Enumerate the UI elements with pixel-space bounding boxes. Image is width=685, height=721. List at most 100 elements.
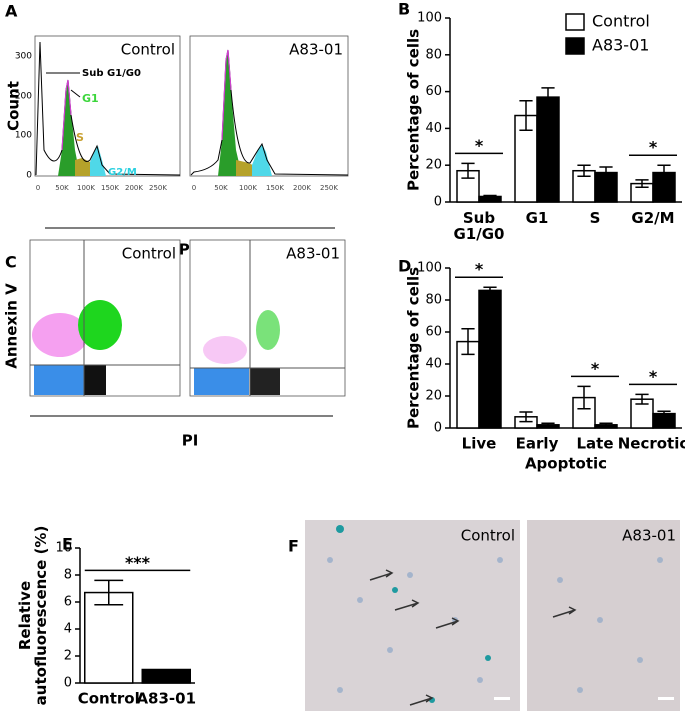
y-tick-label: 200 xyxy=(15,92,32,102)
sample-label: Control xyxy=(122,245,176,263)
x-tick-label: 100K xyxy=(77,184,95,192)
error-bar xyxy=(461,162,475,179)
x-tick-label: 150K xyxy=(266,184,284,192)
shape xyxy=(577,687,583,693)
y-tick-label: 100 xyxy=(15,131,32,141)
x-tick-label: 200K xyxy=(125,184,143,192)
axis-ticks: 0 100 200 300 0 50K 100K 150K 200K 250K 0 50K 100K 15… xyxy=(15,52,339,193)
y-axis-label: Annexin V xyxy=(3,283,21,369)
y-tick-label: 80 xyxy=(425,47,442,62)
cell-cloud xyxy=(84,365,106,395)
cell-cloud xyxy=(256,310,280,350)
shape xyxy=(597,617,603,623)
x-tick-label: 250K xyxy=(149,184,167,192)
x-tick-label: 150K xyxy=(101,184,119,192)
significance-label: * xyxy=(649,138,658,157)
error-bar xyxy=(635,179,649,189)
x-tick-label: G1 xyxy=(526,209,549,227)
micrograph xyxy=(527,520,680,711)
shape xyxy=(557,577,563,583)
panel-label: C xyxy=(5,253,17,272)
x-tick-label: S xyxy=(590,209,601,227)
legend-swatch xyxy=(565,37,585,55)
x-tick-label: Late xyxy=(576,435,613,453)
y-axis-label: Count xyxy=(5,81,23,131)
y-tick-label: 0 xyxy=(64,676,72,691)
shape xyxy=(392,587,398,593)
shape xyxy=(327,557,333,563)
x-tick-label: G2/M xyxy=(631,209,674,227)
y-tick-label: 0 xyxy=(434,195,442,210)
sample-label: A83-01 xyxy=(289,41,343,59)
shape xyxy=(552,606,577,618)
x-tick-label: Live xyxy=(462,435,497,453)
bar xyxy=(478,289,502,429)
x-axis-label: PI xyxy=(182,432,199,450)
error-bar xyxy=(94,579,124,606)
y-tick-label: 20 xyxy=(425,389,442,404)
cell-cloud xyxy=(203,336,247,364)
histogram-curve xyxy=(190,49,349,176)
x-tick-label: Sub G1/G0 xyxy=(454,209,505,243)
text-line: Sub xyxy=(463,209,495,227)
g2m-fill xyxy=(252,144,272,176)
y-tick-label: 40 xyxy=(425,121,442,136)
cell-cloud xyxy=(250,368,280,395)
sample-label: Control xyxy=(121,41,175,59)
shape xyxy=(357,597,363,603)
y-tick-label: 40 xyxy=(425,357,442,372)
text-line: G1 xyxy=(526,209,549,227)
s-fill xyxy=(75,158,94,176)
error-bar xyxy=(635,393,649,405)
text-line: autofluorescence (%) xyxy=(32,526,50,706)
shape xyxy=(394,599,420,611)
sample-label: A83-01 xyxy=(286,245,340,263)
y-axis-label: Percentage of cells xyxy=(405,29,423,191)
y-tick-label: 100 xyxy=(417,11,442,26)
x-tick-label: 0 xyxy=(192,184,196,192)
s-fill xyxy=(236,160,256,176)
phase-label: G2/M xyxy=(108,167,137,178)
error-bar xyxy=(599,422,613,428)
error-bar xyxy=(541,422,555,428)
sample-label: A83-01 xyxy=(622,527,676,545)
cell-texture xyxy=(327,557,663,693)
histogram-curve xyxy=(35,41,181,176)
text-line: S xyxy=(590,209,601,227)
shape xyxy=(497,557,503,563)
y-axis-label: Percentage of cells xyxy=(405,267,423,429)
y-tick-label: 80 xyxy=(425,293,442,308)
y-tick-label: 2 xyxy=(64,649,72,664)
y-tick-label: 8 xyxy=(64,568,72,583)
panel-label: A xyxy=(5,2,18,21)
panel-label: B xyxy=(398,0,410,19)
shape xyxy=(637,657,643,663)
shape xyxy=(336,525,344,533)
shape xyxy=(657,557,663,563)
x-tick-label: 0 xyxy=(36,184,40,192)
y-tick-label: 60 xyxy=(425,84,442,99)
y-tick-label: 0 xyxy=(434,421,442,436)
phase-label: S xyxy=(76,131,84,144)
micrograph xyxy=(305,520,520,711)
bar xyxy=(84,591,134,684)
error-bar xyxy=(577,385,591,410)
shape xyxy=(435,617,460,629)
x-tick-label: 200K xyxy=(293,184,311,192)
legend-label: Control xyxy=(592,12,650,31)
scale-bar xyxy=(494,697,510,700)
shape xyxy=(387,647,393,653)
x-tick-label: Necrotic xyxy=(618,435,685,453)
cell-cloud xyxy=(78,300,122,350)
panel-label: F xyxy=(288,537,299,556)
arrows xyxy=(369,569,577,706)
text-line: G1/G0 xyxy=(454,225,505,243)
significance-label: *** xyxy=(125,553,151,572)
y-axis-label: Relativeautofluorescence (%) xyxy=(16,526,50,706)
g1-fill xyxy=(58,80,80,176)
x-tick-label: Control xyxy=(78,690,140,708)
x-tick-label: 250K xyxy=(320,184,338,192)
